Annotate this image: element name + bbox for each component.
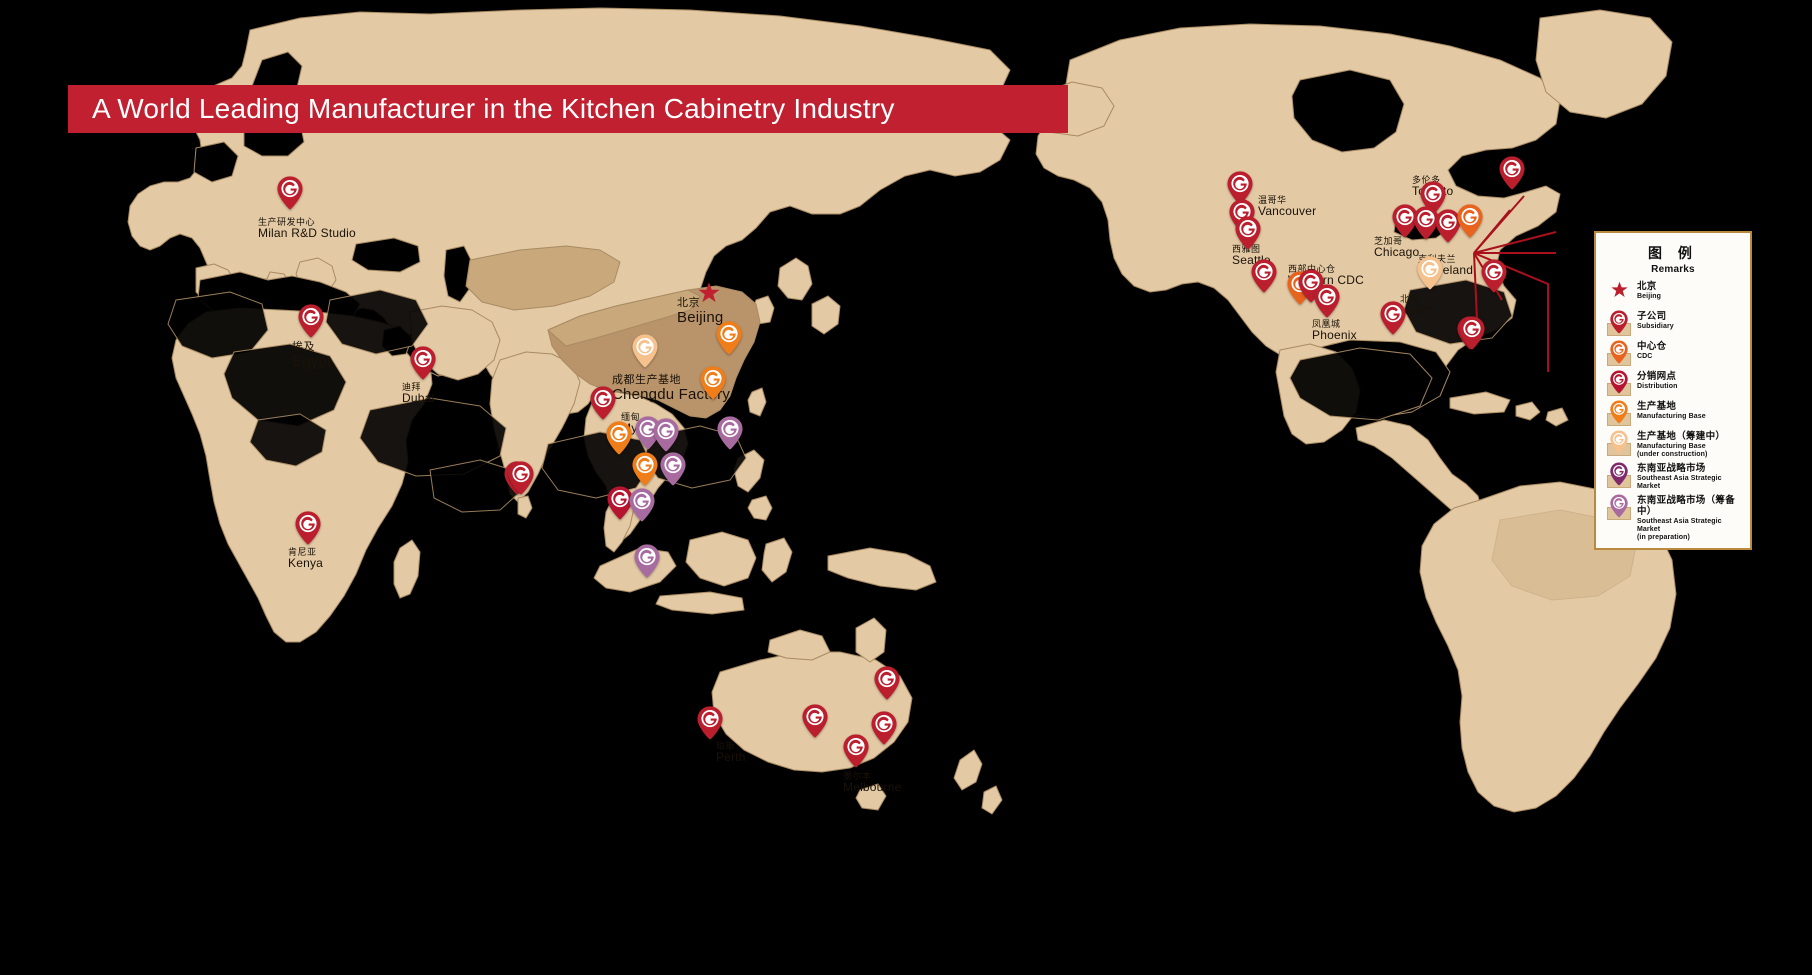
pin-brisbane-icon[interactable]	[874, 666, 900, 700]
pin-chicago-a-icon[interactable]	[1392, 204, 1418, 238]
legend-label-en2: (in preparation)	[1637, 533, 1690, 541]
pin-myanmar-icon[interactable]	[590, 386, 616, 420]
pin-western-cdc-c-icon[interactable]	[1298, 269, 1324, 303]
legend-label-cn: 生产基地	[1637, 401, 1677, 412]
pin-north-carolina-icon[interactable]	[1417, 256, 1443, 290]
pin-us-northeast-icon[interactable]	[1499, 156, 1525, 190]
pin-vancouver-a-icon[interactable]	[1227, 171, 1253, 205]
pin-east-china-mfg-south-icon[interactable]	[700, 366, 726, 400]
legend-text: 东南亚战略市场 Southeast Asia Strategic Market	[1634, 463, 1742, 491]
pin-laos-sea-icon[interactable]	[635, 416, 661, 450]
legend-label-en: Distribution	[1637, 382, 1678, 390]
legend-label-en: Subsidiary	[1637, 322, 1674, 330]
legend-label-en: Southeast Asia Strategic Market	[1637, 474, 1722, 490]
pin-manufacturing-icon	[1604, 400, 1634, 427]
pin-adelaide-icon[interactable]	[802, 704, 828, 738]
pin-sea-market-prep-icon	[1604, 494, 1634, 521]
pin-sydney-icon[interactable]	[871, 711, 897, 745]
pin-cdc-icon	[1604, 340, 1634, 367]
legend-label-cn: 北京	[1637, 281, 1657, 292]
legend-text: 分销网点 Distribution	[1634, 371, 1677, 391]
legend-panel: 图 例 Remarks 北京 Beijing 子公司 Subsidiary 中心仓 CDC…	[1594, 231, 1752, 550]
legend-label-cn: 分销网点	[1637, 371, 1677, 382]
legend-label-en: Manufacturing Base	[1637, 442, 1706, 450]
legend-items: 北京 Beijing 子公司 Subsidiary 中心仓 CDC 分销网点 Distribu…	[1604, 281, 1742, 542]
pin-thailand-mfg-icon[interactable]	[606, 421, 632, 455]
title-banner: A World Leading Manufacturer in the Kitc…	[68, 85, 1068, 133]
legend-text: 东南亚战略市场（筹备中） Southeast Asia Strategic Mar…	[1634, 495, 1742, 542]
legend-row-pin-sea-market: 东南亚战略市场 Southeast Asia Strategic Market	[1604, 462, 1742, 491]
pin-seattle-icon[interactable]	[1235, 216, 1261, 250]
legend-label-en: Beijing	[1637, 292, 1662, 300]
legend-text: 生产基地 Manufacturing Base	[1634, 401, 1706, 421]
pin-melbourne-icon[interactable]	[843, 734, 869, 768]
pin-cleveland-cdc-icon[interactable]	[1457, 204, 1483, 238]
pin-chicago-b-icon[interactable]	[1413, 206, 1439, 240]
pin-western-cdc-a-icon[interactable]	[1251, 259, 1277, 293]
legend-row-pin-distribution: 分销网点 Distribution	[1604, 370, 1742, 397]
legend-label-cn: 东南亚战略市场	[1637, 463, 1706, 475]
legend-label-en2: (under construction)	[1637, 450, 1708, 458]
legend-text: 子公司 Subsidiary	[1634, 311, 1674, 331]
pin-east-china-mfg-north-icon[interactable]	[716, 321, 742, 355]
pin-malaysia-dist-icon[interactable]	[607, 486, 633, 520]
pin-sri-lanka-icon[interactable]	[508, 461, 534, 495]
legend-title-en: Remarks	[1651, 264, 1695, 275]
pin-us-southeast-lower-icon[interactable]	[1459, 316, 1485, 350]
pin-kenya-icon[interactable]	[295, 511, 321, 545]
pin-manufacturing-uc-icon	[1604, 430, 1634, 457]
pin-distribution-icon	[1604, 370, 1634, 397]
pin-toronto-icon[interactable]	[1420, 181, 1446, 215]
pin-chengdu-factory-icon[interactable]	[632, 334, 658, 368]
legend-label-en: Manufacturing Base	[1637, 412, 1706, 420]
pin-egypt-icon[interactable]	[298, 304, 324, 338]
legend-label-en: Southeast Asia Strategic Market	[1637, 517, 1722, 533]
pin-philippines-sea-icon[interactable]	[717, 416, 743, 450]
pin-perth-icon[interactable]	[697, 706, 723, 740]
legend-row-pin-cdc: 中心仓 CDC	[1604, 340, 1742, 367]
legend-text: 生产基地（筹建中） Manufacturing Base (under constr…	[1634, 431, 1725, 459]
legend-label-cn: 生产基地（筹建中）	[1637, 431, 1726, 442]
pin-singapore-sea-icon[interactable]	[634, 544, 660, 578]
pin-malaysia-sea-icon[interactable]	[629, 488, 655, 522]
pin-us-east-coast-icon[interactable]	[1481, 259, 1507, 293]
legend-title-cn: 图 例	[1648, 245, 1698, 261]
legend-row-pin-manufacturing-uc: 生产基地（筹建中） Manufacturing Base (under constr…	[1604, 430, 1742, 459]
pin-vietnam-sea-icon[interactable]	[653, 418, 679, 452]
pin-dubai-icon[interactable]	[410, 346, 436, 380]
legend-text: 北京 Beijing	[1634, 281, 1661, 301]
star-icon	[1604, 281, 1634, 298]
page-title: A World Leading Manufacturer in the Kitc…	[92, 93, 895, 124]
legend-row-star: 北京 Beijing	[1604, 281, 1742, 307]
pin-phoenix-icon[interactable]	[1314, 284, 1340, 318]
pin-cambodia-mfg-icon[interactable]	[632, 452, 658, 486]
legend-label-en: CDC	[1637, 352, 1653, 360]
pin-subsidiary-icon	[1604, 310, 1634, 337]
legend-label-cn: 中心仓	[1637, 341, 1667, 352]
pin-cleveland-icon[interactable]	[1435, 209, 1461, 243]
pin-cambodia-sea-icon[interactable]	[660, 452, 686, 486]
legend-row-pin-subsidiary: 子公司 Subsidiary	[1604, 310, 1742, 337]
legend-row-pin-manufacturing: 生产基地 Manufacturing Base	[1604, 400, 1742, 427]
beijing-star-icon	[698, 282, 720, 309]
legend-row-pin-sea-market-prep: 东南亚战略市场（筹备中） Southeast Asia Strategic Mar…	[1604, 494, 1742, 542]
legend-text: 中心仓 CDC	[1634, 341, 1666, 361]
pin-sea-market-icon	[1604, 462, 1634, 489]
legend-label-cn: 子公司	[1637, 311, 1667, 322]
pin-milan-rd-studio-icon[interactable]	[277, 176, 303, 210]
legend-label-cn: 东南亚战略市场（筹备中）	[1637, 495, 1736, 517]
pin-us-south-icon[interactable]	[1380, 301, 1406, 335]
